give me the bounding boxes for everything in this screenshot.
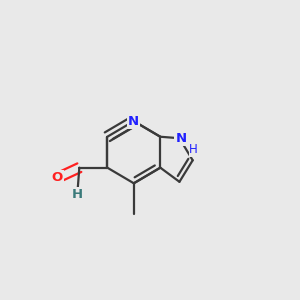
Text: O: O	[52, 172, 63, 184]
Text: N: N	[176, 132, 187, 145]
Text: H: H	[189, 143, 198, 157]
Text: H: H	[72, 188, 83, 201]
Text: N: N	[128, 115, 140, 128]
